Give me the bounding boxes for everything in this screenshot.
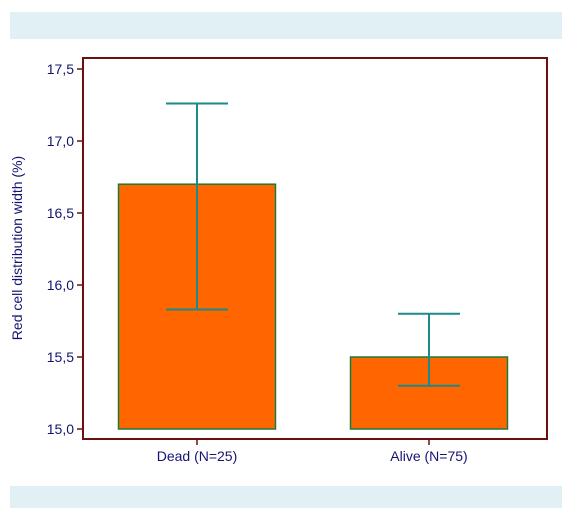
bottom-band: [10, 486, 562, 508]
plot-frame: [82, 57, 548, 440]
bars-group: [117, 183, 509, 430]
y-tick-label: 15,5: [47, 349, 74, 365]
top-band: [10, 12, 562, 39]
y-tick-label: 17,5: [47, 61, 74, 77]
y-tick-label: 16,0: [47, 277, 74, 293]
y-axis: 15,0 15,5 16,0 16,5 17,0 17,5: [47, 61, 83, 437]
y-tick-label: 17,0: [47, 133, 74, 149]
y-tick-label: 16,5: [47, 205, 74, 221]
x-axis: Dead (N=25) Alive (N=75): [157, 439, 468, 464]
x-tick-label: Dead (N=25): [157, 448, 238, 464]
error-bars-group: [166, 102, 460, 387]
x-tick-label: Alive (N=75): [390, 448, 467, 464]
y-tick-label: 15,0: [47, 421, 74, 437]
y-axis-label: Red cell distribution width (%): [9, 156, 25, 340]
plot-border: [82, 57, 548, 440]
